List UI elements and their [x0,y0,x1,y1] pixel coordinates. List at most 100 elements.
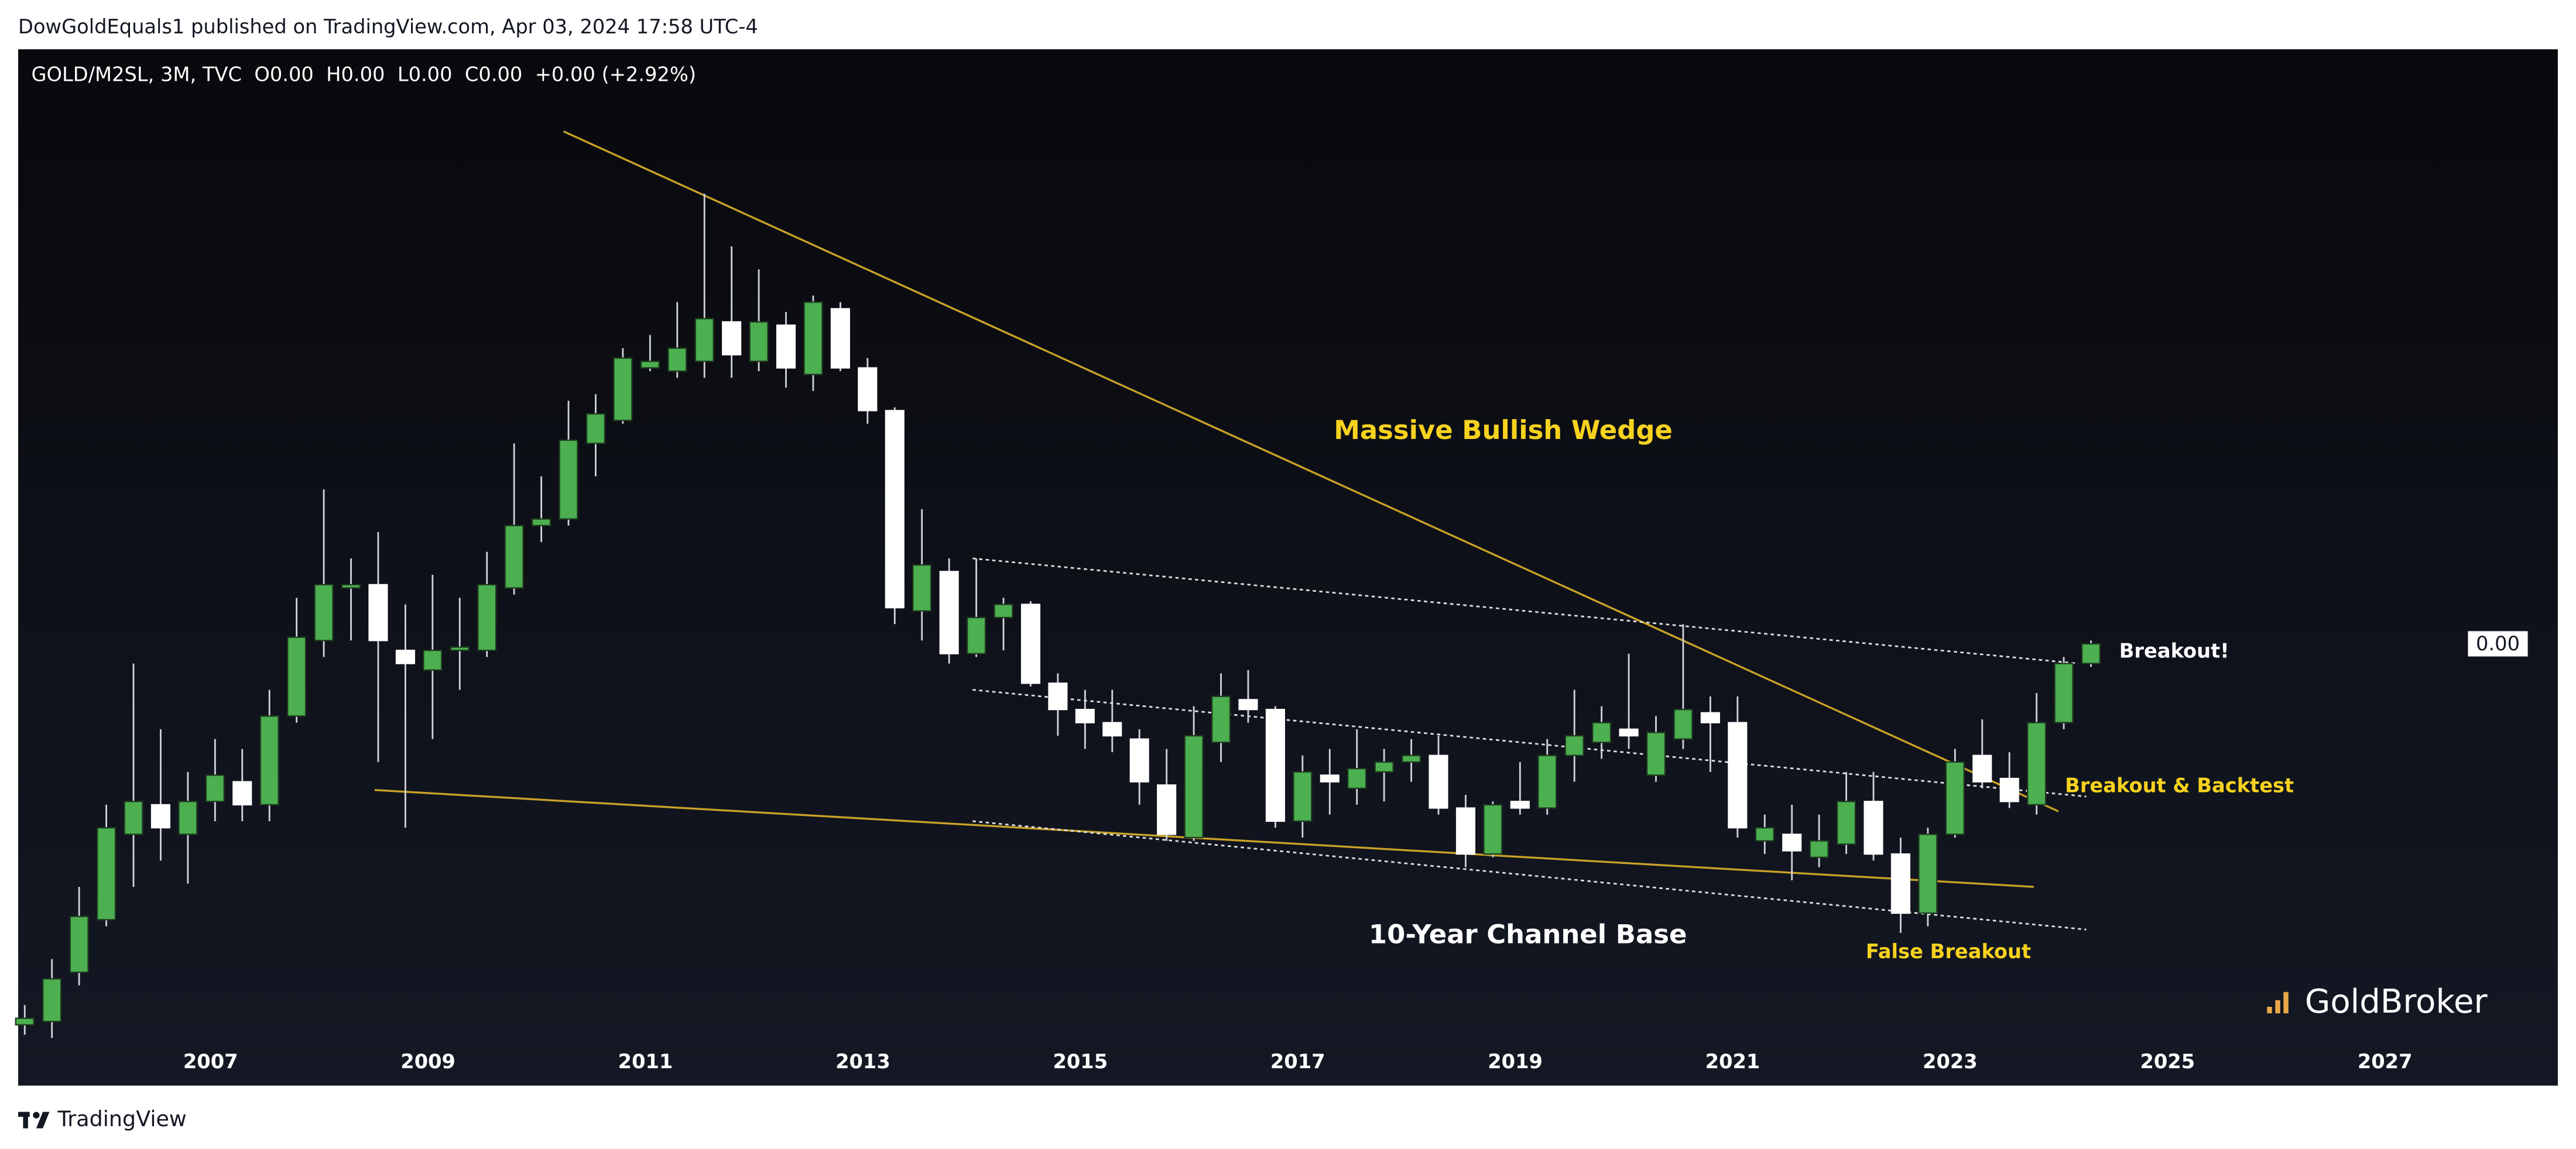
candle-body [477,584,497,651]
candle-body [1999,777,2019,802]
candle-body [532,518,551,527]
footer: TradingView [18,1106,187,1131]
watermark-icon [2267,1007,2272,1014]
candle-body [1102,722,1122,737]
candle-body [1157,784,1177,835]
candle-body [967,616,986,654]
candle-body [1537,754,1557,809]
candle-body [613,357,633,421]
candle-body [1972,754,1992,783]
candle-body [749,321,769,362]
publisher-line: DowGoldEquals1 published on TradingView.… [18,15,758,38]
candle-body [1483,804,1503,855]
candle-body [2027,722,2047,806]
candle-body [1129,738,1149,783]
candle-body [124,801,143,835]
candle-body [1592,722,1612,743]
candle-body [423,650,443,671]
annotation: 10-Year Channel Base [1369,918,1687,949]
candle-body [1184,735,1204,839]
candle-body [368,584,388,642]
candle-body [1020,603,1041,684]
logo-part [33,1112,40,1119]
candle-body [1619,728,1639,737]
x-tick-label: 2007 [183,1050,238,1073]
candle-body [1265,709,1285,822]
candle-body [150,804,171,829]
annotations: Massive Bullish Wedge 10-Year Channel Bas… [1334,414,2294,963]
symbol-legend: GOLD/M2SL, 3M, TVC O0.00 H0.00 L0.00 C0.… [31,63,696,86]
candle-body [1510,801,1530,809]
x-tick-label: 2025 [2140,1050,2195,1073]
candle-body [1320,774,1340,783]
candle-body [830,308,850,369]
candle-body [640,361,660,369]
watermark-icon [2283,992,2289,1014]
x-tick-label: 2027 [2358,1050,2413,1073]
drawings [374,130,2087,931]
candle-body [667,347,687,372]
candle-body [1347,768,1367,789]
wedge-top-line [563,130,2059,812]
candle-body [939,571,959,654]
x-axis: 2007 2009 2011 2013 2015 2017 2019 2021 2023 2025… [183,1050,2413,1073]
candle-body [776,324,796,369]
candles [15,194,2101,1038]
price-label-box [2467,630,2529,658]
last-price-label: 0.00 [2467,630,2529,658]
annotation: Massive Bullish Wedge [1334,414,1673,445]
candle-body [694,318,714,362]
candle-body [1238,699,1258,711]
candle-body [1374,761,1394,773]
candle-body [1673,709,1693,740]
x-tick-label: 2019 [1488,1050,1543,1073]
candle-body [885,410,905,609]
candle-body [1700,712,1720,723]
candle-body [1293,771,1313,822]
x-tick-label: 2023 [1923,1050,1978,1073]
watermark-group: GoldBroker [2267,983,2488,1021]
x-tick-label: 2009 [400,1050,455,1073]
candle-body [1809,840,1829,858]
watermark-icon [2275,1000,2280,1014]
candle-body [232,781,252,806]
candle-body [314,584,334,642]
watermark: GoldBroker [2305,983,2488,1021]
candle-body [1048,682,1068,711]
x-tick-label: 2021 [1705,1050,1760,1073]
candle-body [994,603,1013,619]
x-tick-label: 2015 [1053,1050,1108,1073]
candle-body [559,439,578,520]
candle-body [1429,754,1448,809]
candle-body [178,801,198,835]
logo-part [23,1112,28,1129]
candle-body [504,524,524,589]
candle-body [1646,732,1666,776]
candle-body [1864,801,1883,855]
candle-body [42,978,62,1023]
candle-body [1918,834,1938,914]
candle-body [858,367,878,411]
candle-body [1755,827,1775,842]
channel-bottom-line [972,820,2087,931]
candle-body [259,715,279,806]
chart-pane [18,49,2558,1086]
candle-body [1211,695,1231,743]
candle-body [1945,761,1965,835]
candle-body [1782,834,1802,852]
logo-part [36,1112,50,1129]
footer-brand: TradingView [57,1106,186,1131]
candle-body [205,774,225,802]
x-tick-label: 2013 [835,1050,890,1073]
candle-body [2054,663,2074,723]
candle-body [97,827,117,921]
candle-body [1728,722,1748,829]
annotation: Breakout & Backtest [2065,774,2294,797]
candle-body [585,413,606,444]
candle-body [912,564,932,612]
candle-body [2081,643,2101,664]
candle-body [1837,801,1856,845]
annotation: Breakout! [2119,639,2229,662]
candle-body [722,321,742,356]
